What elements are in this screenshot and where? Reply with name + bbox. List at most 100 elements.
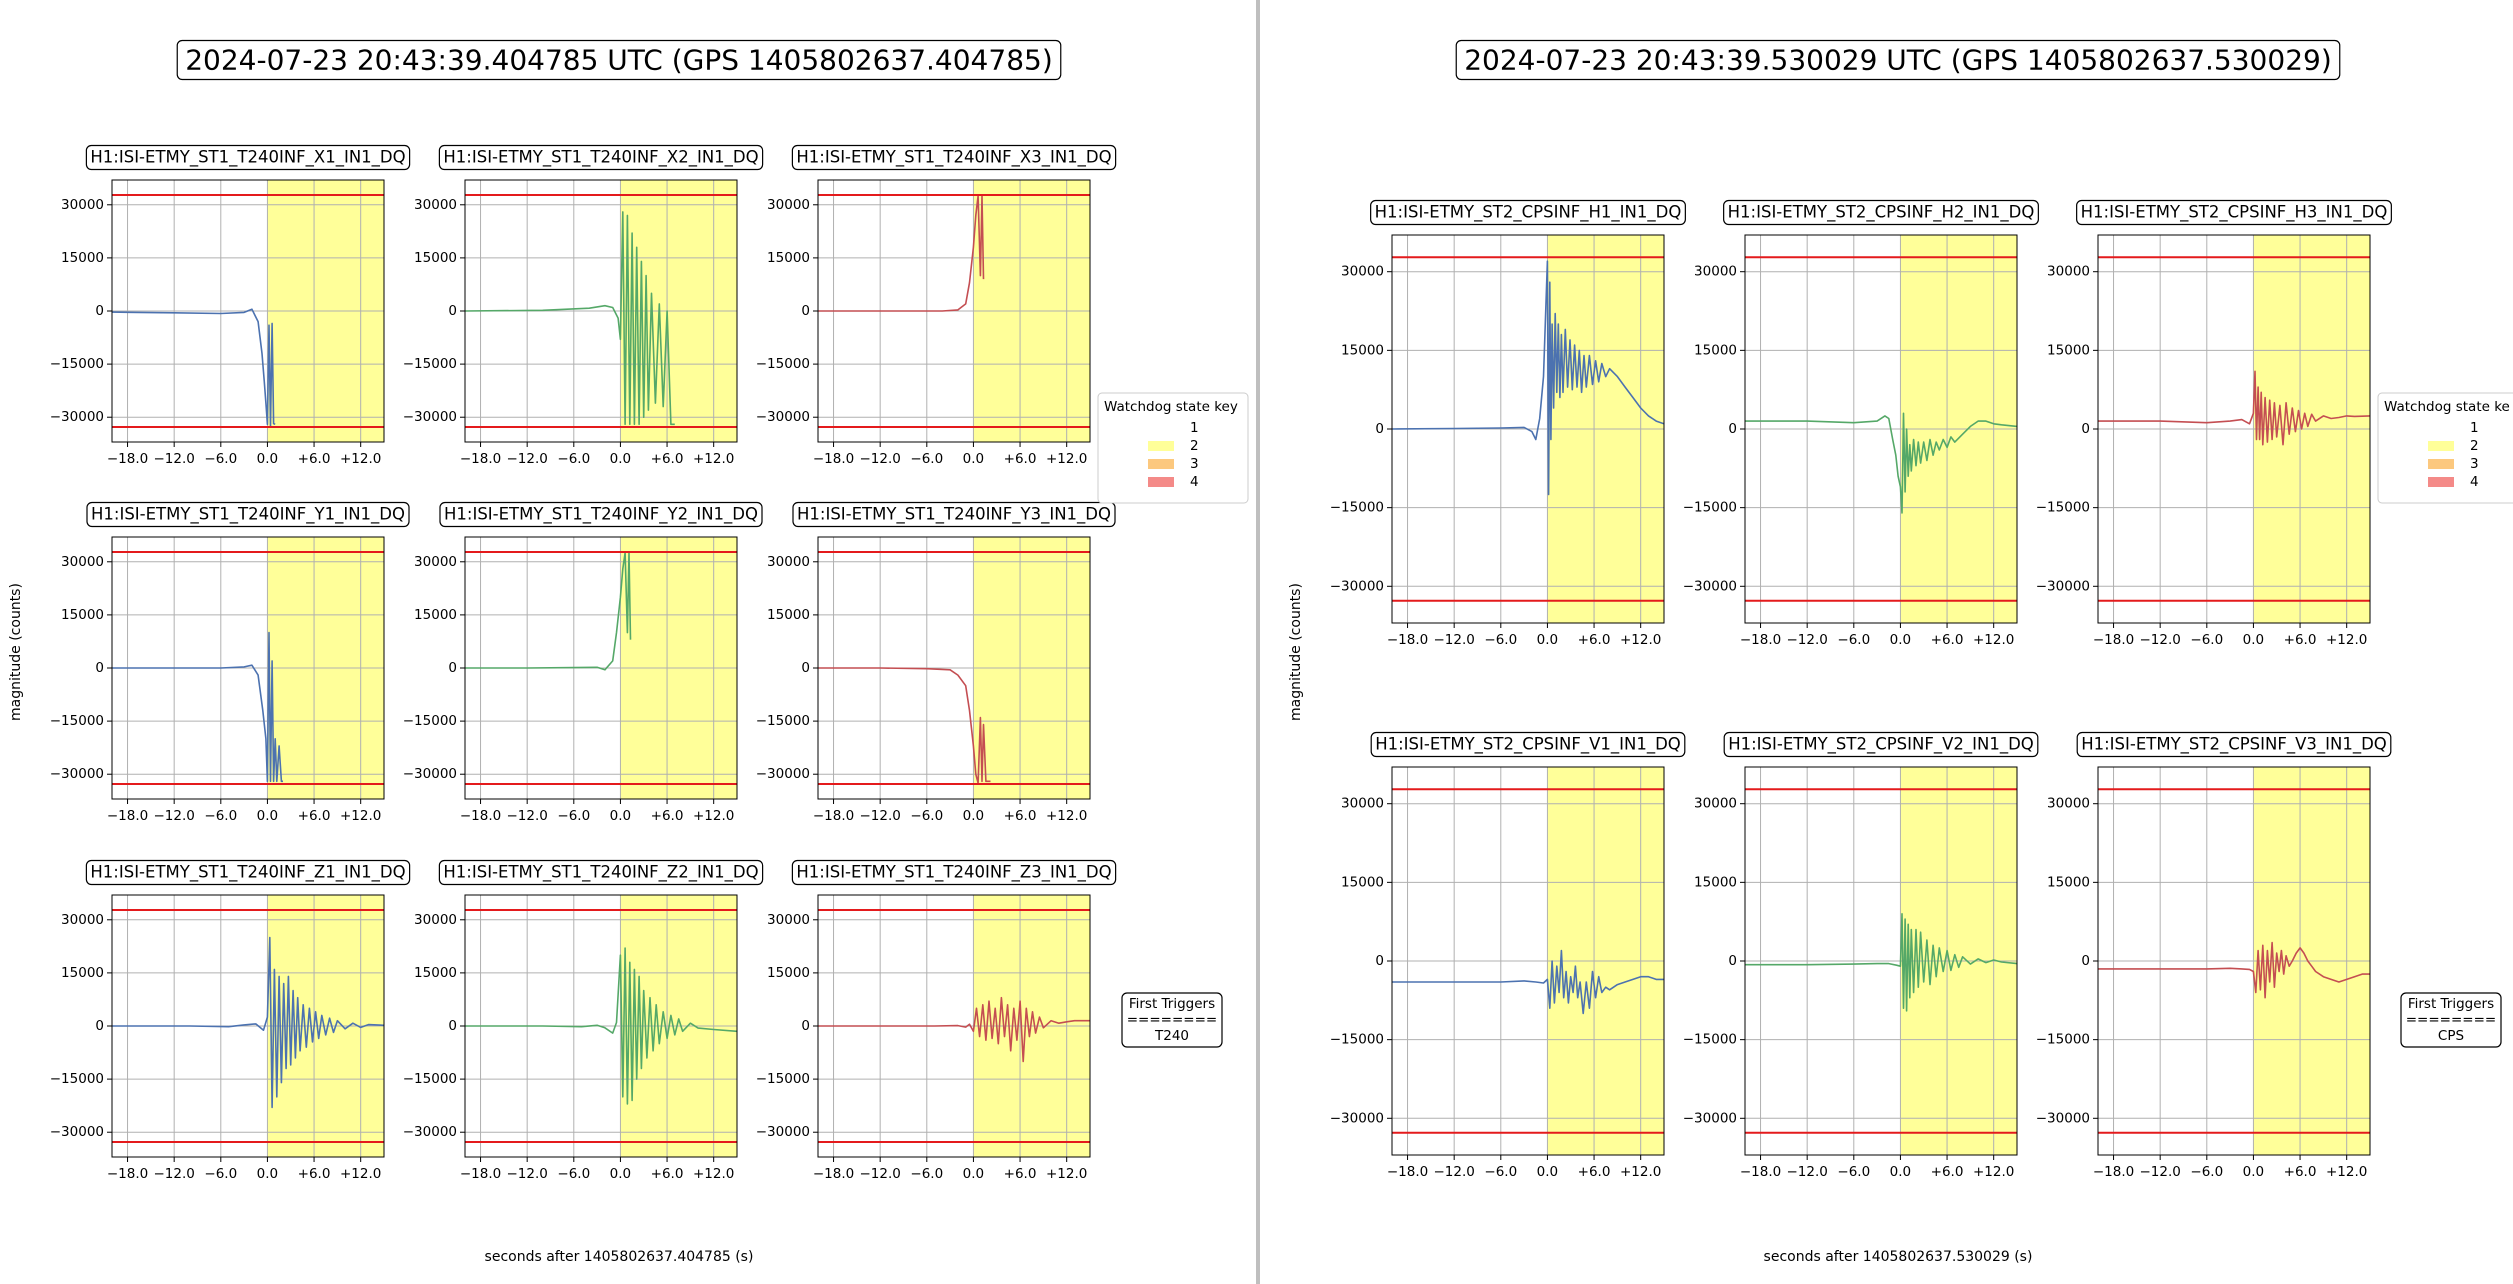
x-tick-label: −6.0 [1484, 632, 1517, 648]
y-tick-label: −30000 [756, 1124, 810, 1140]
x-tick-label: +12.0 [693, 808, 734, 824]
y-tick-label: −30000 [50, 1124, 104, 1140]
subplot-title: H1:ISI-ETMY_ST2_CPSINF_V1_IN1_DQ [1370, 731, 1686, 758]
subplot-title-text: H1:ISI-ETMY_ST2_CPSINF_V1_IN1_DQ [1375, 735, 1681, 755]
x-tick-label: +6.0 [651, 1166, 684, 1182]
note-line: ======== [2406, 1012, 2497, 1028]
note-frame [1121, 992, 1223, 1048]
y-tick-label: 0 [801, 1018, 810, 1034]
series-line [465, 947, 737, 1105]
subplot-title-text: H1:ISI-ETMY_ST1_T240INF_X1_IN1_DQ [90, 148, 405, 168]
y-tick-label: −15000 [756, 1071, 810, 1087]
subplot-title: H1:ISI-ETMY_ST2_CPSINF_H2_IN1_DQ [1723, 199, 2039, 226]
subplot: −18.0 −12.0 −6.0 0.0 +6.0 +12.0 30000 15000 0 −15… [403, 859, 764, 1182]
x-tick-label: −18.0 [813, 451, 854, 467]
subplot-title-text: H1:ISI-ETMY_ST1_T240INF_Y1_IN1_DQ [91, 505, 405, 525]
figure-title: 2024-07-23 20:43:39.530029 UTC (GPS 1405… [1455, 39, 2341, 81]
series-line [112, 936, 384, 1109]
x-tick-label: +12.0 [693, 451, 734, 467]
y-axis-label: magnitude (counts) [8, 583, 24, 721]
x-tick-label: +6.0 [298, 1166, 331, 1182]
x-tick-label: 0.0 [610, 1166, 631, 1182]
x-tick-label: −6.0 [1837, 632, 1870, 648]
y-tick-label: −15000 [1330, 1032, 1384, 1048]
x-tick-label: +12.0 [1046, 451, 1087, 467]
y-tick-label: 0 [95, 303, 104, 319]
x-tick-label: +6.0 [1931, 1164, 1964, 1180]
x-tick-label: +12.0 [1620, 1164, 1661, 1180]
figure-title: 2024-07-23 20:43:39.404785 UTC (GPS 1405… [176, 39, 1062, 81]
y-tick-label: −30000 [2036, 578, 2090, 594]
legend-swatch [2428, 477, 2454, 487]
legend-entry-label: 4 [1190, 474, 1199, 490]
series-line [2098, 370, 2370, 446]
y-tick-label: −30000 [50, 409, 104, 425]
x-tick-label: 0.0 [963, 808, 984, 824]
x-tick-label: −12.0 [153, 808, 194, 824]
series-line [1745, 912, 2017, 1012]
subplot-title-text: H1:ISI-ETMY_ST2_CPSINF_H1_IN1_DQ [1375, 203, 1682, 223]
legend-entry-label: 1 [2470, 420, 2479, 436]
y-tick-label: −15000 [1330, 500, 1384, 516]
x-tick-label: −18.0 [107, 1166, 148, 1182]
note-line: T240 [1154, 1028, 1189, 1044]
subplot-title-text: H1:ISI-ETMY_ST2_CPSINF_V3_IN1_DQ [2081, 735, 2387, 755]
y-tick-label: −15000 [403, 356, 457, 372]
x-tick-label: +12.0 [1973, 1164, 2014, 1180]
x-tick-label: +12.0 [1046, 1166, 1087, 1182]
figure-title-box [176, 39, 1062, 81]
subplot-title: H1:ISI-ETMY_ST2_CPSINF_H1_IN1_DQ [1370, 199, 1686, 226]
y-tick-label: −30000 [50, 766, 104, 782]
subplot-title: H1:ISI-ETMY_ST1_T240INF_Y2_IN1_DQ [439, 501, 763, 528]
y-axis-label: magnitude (counts) [1288, 583, 1304, 721]
y-tick-label: 30000 [414, 197, 457, 213]
y-tick-label: −30000 [403, 1124, 457, 1140]
legend-swatch [1148, 459, 1174, 469]
legend-title: Watchdog state ke [2384, 399, 2510, 415]
y-tick-label: −30000 [1330, 578, 1384, 594]
y-tick-label: 0 [95, 660, 104, 676]
y-tick-label: 0 [448, 1018, 457, 1034]
x-tick-label: −18.0 [1387, 1164, 1428, 1180]
x-tick-label: −18.0 [813, 1166, 854, 1182]
y-tick-label: 15000 [767, 965, 810, 981]
x-tick-label: +12.0 [340, 1166, 381, 1182]
x-tick-label: −18.0 [107, 451, 148, 467]
x-tick-label: −18.0 [1740, 1164, 1781, 1180]
y-tick-label: 15000 [1694, 342, 1737, 358]
subplot-title-box [438, 144, 764, 171]
x-tick-label: +6.0 [1578, 1164, 1611, 1180]
y-tick-label: −15000 [1683, 1032, 1737, 1048]
y-tick-label: 30000 [61, 912, 104, 928]
y-tick-label: −30000 [403, 409, 457, 425]
x-tick-label: 0.0 [257, 451, 278, 467]
y-tick-label: 0 [448, 303, 457, 319]
y-tick-label: −15000 [1683, 500, 1737, 516]
x-tick-label: 0.0 [1890, 1164, 1911, 1180]
y-tick-label: 30000 [1694, 796, 1737, 812]
series-line [1745, 412, 2017, 514]
y-tick-label: 0 [1375, 953, 1384, 969]
legend-entry-label: 3 [2470, 456, 2479, 472]
subplot-title-box [86, 501, 410, 528]
y-tick-label: −15000 [50, 1071, 104, 1087]
legend-swatch [2428, 423, 2454, 433]
legend-swatch [2428, 459, 2454, 469]
subplot-title-box [85, 144, 411, 171]
first-triggers-note: First Triggers========CPS [2400, 992, 2502, 1048]
x-tick-label: +6.0 [1004, 808, 1037, 824]
watchdog-legend: Watchdog state ke 1 2 3 4 [2377, 392, 2513, 504]
x-tick-label: −18.0 [1387, 632, 1428, 648]
y-tick-label: −30000 [403, 766, 457, 782]
subplot-title-text: H1:ISI-ETMY_ST1_T240INF_Z3_IN1_DQ [796, 863, 1111, 883]
x-tick-label: −12.0 [859, 808, 900, 824]
x-tick-label: 0.0 [257, 1166, 278, 1182]
y-tick-label: 30000 [1694, 264, 1737, 280]
subplot-title-text: H1:ISI-ETMY_ST2_CPSINF_H2_IN1_DQ [1728, 203, 2035, 223]
x-tick-label: +12.0 [1620, 632, 1661, 648]
subplot-title: H1:ISI-ETMY_ST1_T240INF_X1_IN1_DQ [85, 144, 411, 171]
watchdog-legend: Watchdog state key 1 2 3 4 [1097, 392, 1249, 504]
subplot-title-text: H1:ISI-ETMY_ST1_T240INF_Z1_IN1_DQ [90, 863, 405, 883]
subplot-title: H1:ISI-ETMY_ST1_T240INF_Z1_IN1_DQ [85, 859, 411, 886]
